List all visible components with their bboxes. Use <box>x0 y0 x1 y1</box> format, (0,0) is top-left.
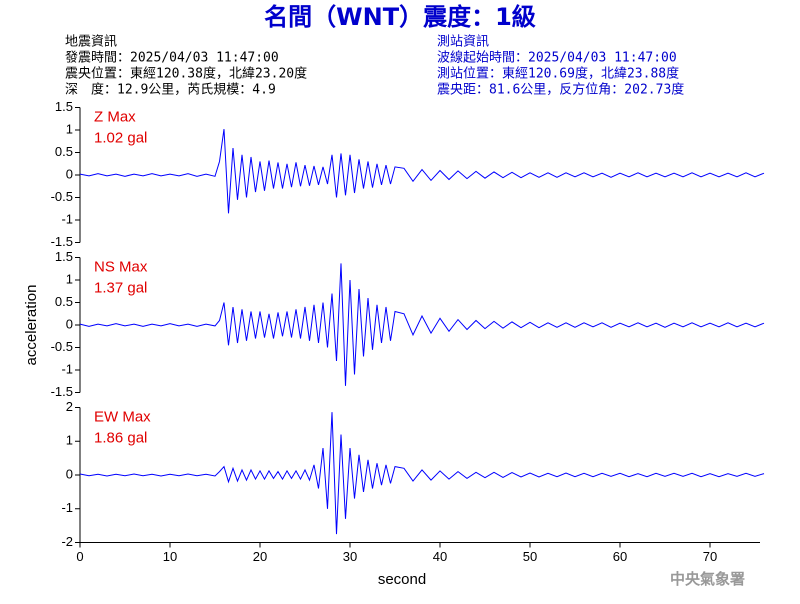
x-tick-label: 40 <box>433 549 447 564</box>
x-axis-label: second <box>378 571 426 588</box>
annotation: Z Max <box>94 108 136 125</box>
y-tick-label: -1.5 <box>51 234 73 249</box>
y-tick-label: -2 <box>61 534 73 549</box>
waveform <box>79 412 765 535</box>
y-tick-label: 0 <box>66 316 73 331</box>
y-tick-label: 0.5 <box>55 294 73 309</box>
info-heading: 測站資訊 <box>437 35 489 50</box>
x-tick-label: 20 <box>253 549 267 564</box>
info-line: 測站位置：東經120.69度，北緯23.88度 <box>437 66 679 82</box>
y-tick-label: -1 <box>61 500 73 515</box>
info-line: 震央距：81.6公里，反方位角：202.73度 <box>437 82 684 98</box>
annotation: 1.86 gal <box>94 429 147 446</box>
y-tick-label: 1 <box>66 433 73 448</box>
y-tick-label: 1 <box>66 121 73 136</box>
x-tick-label: 0 <box>76 549 83 564</box>
info-line: 波線起始時間：2025/04/03 11:47:00 <box>437 50 677 66</box>
y-tick-label: 0 <box>66 166 73 181</box>
y-tick-label: 0 <box>66 466 73 481</box>
footer: 中央氣象署 <box>670 570 745 588</box>
page-title: 名間（WNT）震度：1級 <box>264 3 536 31</box>
y-tick-label: 1.5 <box>55 249 73 264</box>
y-tick-label: -1.5 <box>51 384 73 399</box>
annotation: NS Max <box>94 258 148 275</box>
x-tick-label: 10 <box>163 549 177 564</box>
event-info: 地震資訊 發震時間：2025/04/03 11:47:00 震央位置：東經120… <box>65 35 307 98</box>
waveform <box>79 129 765 214</box>
info-heading: 地震資訊 <box>65 35 117 50</box>
station-info: 測站資訊 波線起始時間：2025/04/03 11:47:00 測站位置：東經1… <box>437 35 684 98</box>
x-tick-label: 50 <box>523 549 537 564</box>
info-line: 震央位置：東經120.38度，北緯23.20度 <box>65 66 307 82</box>
y-tick-label: -0.5 <box>51 339 73 354</box>
x-tick-label: 60 <box>613 549 627 564</box>
y-tick-label: 1 <box>66 271 73 286</box>
y-tick-label: 1.5 <box>55 99 73 114</box>
annotation: EW Max <box>94 408 151 425</box>
y-tick-label: -0.5 <box>51 189 73 204</box>
waveform <box>79 263 765 386</box>
y-axis-label: acceleration <box>23 285 40 366</box>
annotation: 1.02 gal <box>94 129 147 146</box>
y-tick-label: -1 <box>61 211 73 226</box>
annotation: 1.37 gal <box>94 279 147 296</box>
y-tick-label: -1 <box>61 361 73 376</box>
y-tick-label: 0.5 <box>55 144 73 159</box>
info-line: 深 度：12.9公里，芮氏規模：4.9 <box>65 82 276 98</box>
x-tick-label: 70 <box>703 549 717 564</box>
info-line: 發震時間：2025/04/03 11:47:00 <box>65 51 279 66</box>
x-tick-label: 30 <box>343 549 357 564</box>
y-tick-label: 2 <box>66 399 73 414</box>
